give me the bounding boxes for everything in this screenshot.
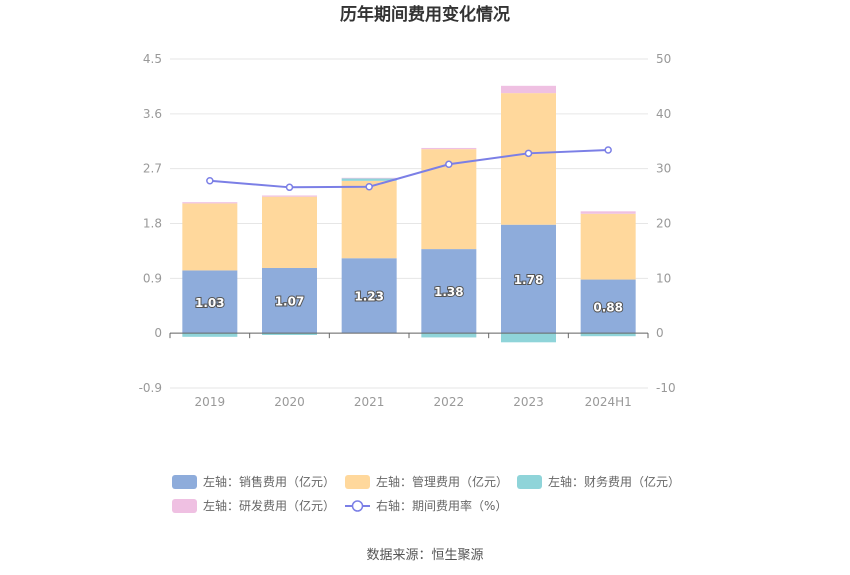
line-point	[604, 146, 612, 154]
bar-value-labels: 1.03 1.07 1.23 1.38 1.78 0.88	[194, 272, 624, 315]
bar	[341, 180, 397, 259]
x-tick-label: 2023	[513, 395, 544, 409]
legend-label: 左轴：研发费用（亿元）	[203, 498, 335, 513]
legend-swatch	[172, 499, 197, 513]
bar	[421, 147, 477, 150]
left-axis-ticks: 4.5 3.6 2.7 1.8 0.9 0 -0.9	[139, 52, 162, 395]
right-tick-label: 20	[656, 217, 671, 231]
left-tick-label: 1.8	[143, 217, 162, 231]
bar	[580, 279, 636, 334]
chart-title: 历年期间费用变化情况	[340, 4, 510, 25]
line-point	[445, 160, 453, 169]
legend-label: 右轴：期间费用率（%）	[376, 498, 507, 513]
left-tick-label: 0.9	[143, 271, 162, 285]
legend-swatch	[517, 475, 542, 489]
legend-marker	[351, 500, 364, 512]
line-point	[524, 149, 533, 158]
legend-label: 左轴：销售费用（亿元）	[203, 474, 335, 489]
bar	[182, 270, 238, 334]
bar	[262, 267, 317, 334]
bar-value-label: 1.07	[275, 295, 305, 309]
legend-swatch	[172, 475, 197, 489]
bar-value-label: 1.03	[195, 296, 225, 310]
bar	[501, 93, 556, 225]
bar-series	[182, 85, 636, 343]
line-series	[206, 146, 612, 192]
source-note: 数据来源：恒生聚源	[366, 548, 483, 563]
left-tick-label: -0.9	[139, 381, 162, 395]
bar-value-label: 0.88	[593, 300, 623, 314]
bar-value-label: 1.23	[354, 290, 384, 304]
bar-value-label: 1.78	[514, 273, 544, 287]
expense-rate-line	[209, 149, 609, 189]
left-tick-label: 4.5	[143, 52, 162, 66]
bar	[341, 177, 397, 179]
bar	[501, 224, 556, 334]
right-tick-label: -10	[656, 381, 676, 395]
bar	[421, 333, 477, 338]
x-axis-ticks: 2019 2020 2021 2022 2023 2024H1	[169, 333, 649, 409]
right-axis-ticks: 50 40 30 20 10 0 -10	[656, 52, 676, 395]
bar-value-label: 1.38	[434, 285, 464, 299]
right-tick-label: 30	[656, 162, 671, 176]
x-tick-label: 2022	[434, 395, 465, 409]
bar	[580, 213, 636, 280]
grid-lines	[170, 58, 648, 389]
right-tick-label: 10	[656, 271, 671, 285]
x-tick-label: 2020	[274, 395, 305, 409]
bar	[262, 195, 317, 197]
right-tick-label: 50	[656, 52, 671, 66]
legend-label: 左轴：管理费用（亿元）	[376, 474, 508, 489]
line-point	[285, 183, 294, 192]
x-tick-label: 2019	[195, 395, 226, 409]
bar	[580, 211, 636, 214]
bar	[182, 202, 238, 204]
bar	[580, 333, 636, 337]
legend-label: 左轴：财务费用（亿元）	[548, 474, 680, 489]
bar	[501, 333, 556, 343]
left-tick-label: 3.6	[143, 107, 162, 121]
bar	[341, 258, 397, 334]
legend: 左轴：销售费用（亿元） 左轴：管理费用（亿元） 左轴：财务费用（亿元） 左轴：研发费用…	[172, 474, 680, 513]
bar	[262, 196, 317, 268]
bar	[501, 85, 556, 94]
bar	[262, 333, 317, 335]
line-point	[365, 183, 373, 191]
left-tick-label: 2.7	[143, 162, 162, 176]
right-tick-label: 40	[656, 107, 671, 121]
bar	[182, 333, 238, 337]
bar	[341, 178, 397, 181]
bar	[421, 249, 477, 334]
right-tick-label: 0	[656, 326, 664, 340]
legend-swatch	[345, 475, 370, 489]
bar	[182, 203, 238, 271]
x-tick-label: 2021	[354, 395, 385, 409]
left-tick-label: 0	[154, 326, 162, 340]
x-tick-label: 2024H1	[585, 395, 632, 409]
line-point	[206, 176, 214, 185]
